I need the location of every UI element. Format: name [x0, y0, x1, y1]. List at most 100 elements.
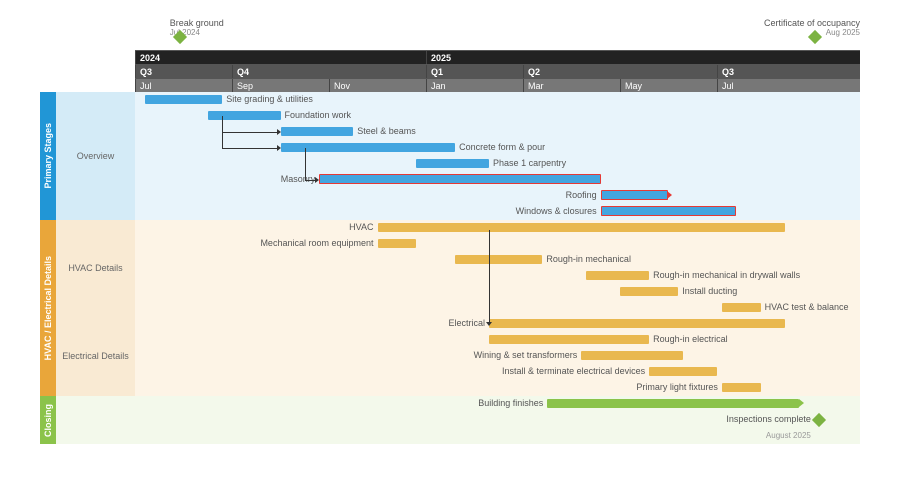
gantt-bar [601, 190, 669, 200]
milestone-label: Break ground [170, 18, 224, 28]
connector-arrow-icon [277, 129, 281, 135]
timeline-cell: 2024 [135, 51, 426, 64]
connector-arrow-icon [315, 177, 319, 183]
task-row: Masonry [135, 172, 860, 188]
milestones-row: Break groundJul 2024 Certificate of occup… [170, 18, 860, 50]
lane-group-closing: Closing Building finishes Inspections comp… [40, 396, 860, 444]
lane-group-hvac: HVAC / Electrical DetailsHVAC DetailsHVA… [40, 220, 860, 396]
sublane-label [56, 396, 135, 444]
milestone: Certificate of occupancyAug 2025 [715, 18, 860, 37]
task-row: Rough-in electrical [135, 332, 860, 348]
lane-body: Building finishes Inspections completeAug… [56, 396, 860, 444]
timeline-cell: Jul [717, 79, 814, 92]
gantt-bar [208, 111, 281, 120]
task-label: Concrete form & pour [459, 140, 545, 155]
task-label: Roofing [566, 188, 597, 203]
milestone-label: Certificate of occupancy [715, 18, 860, 28]
task-label: Electrical [449, 316, 486, 331]
task-row: Phase 1 carpentry [135, 156, 860, 172]
sublane: Building finishes Inspections completeAug… [56, 396, 860, 444]
timeline-header: 20242025 Q3Q4Q1Q2Q3 JulSepNovJanMarMayJu… [135, 50, 860, 92]
lane-body: OverviewSite grading & utilitiesFoundati… [56, 92, 860, 220]
timeline-cell: Q4 [232, 65, 426, 78]
sublane: Electrical Details Electrical Rough-in ele… [56, 316, 860, 396]
quarter-row: Q3Q4Q1Q2Q3 [135, 64, 860, 78]
gantt-bar [547, 399, 799, 408]
track-area: Site grading & utilitiesFoundation work S… [135, 92, 860, 220]
gantt-bar [601, 206, 737, 216]
lane-tab: HVAC / Electrical Details [40, 220, 56, 396]
task-label: Install & terminate electrical devices [502, 364, 645, 379]
month-row: JulSepNovJanMarMayJul [135, 78, 860, 92]
task-label: Masonry [281, 172, 316, 187]
lane-tab-label: Closing [43, 404, 53, 437]
task-label: Rough-in mechanical in drywall walls [653, 268, 800, 283]
timeline-cell: 2025 [426, 51, 814, 64]
timeline-cell: Q1 [426, 65, 523, 78]
task-row: Concrete form & pour [135, 140, 860, 156]
task-row: August 2025 [135, 428, 860, 444]
task-label: Rough-in electrical [653, 332, 728, 347]
connector-arrow-icon [486, 322, 492, 326]
task-row: Primary light fixtures [135, 380, 860, 396]
task-label: Building finishes [478, 396, 543, 411]
gantt-bar [378, 223, 785, 232]
task-label: HVAC [349, 220, 373, 235]
task-label: HVAC test & balance [765, 300, 849, 315]
gantt-bar [649, 367, 717, 376]
task-row: Rough-in mechanical in drywall walls [135, 268, 860, 284]
task-label: Foundation work [285, 108, 352, 123]
task-label: Steel & beams [357, 124, 416, 139]
task-row: Site grading & utilities [135, 92, 860, 108]
timeline-cell: Q2 [523, 65, 717, 78]
task-label: Site grading & utilities [226, 92, 313, 107]
sublane: OverviewSite grading & utilitiesFoundati… [56, 92, 860, 220]
gantt-chart: Break groundJul 2024Certificate of occup… [40, 50, 860, 444]
timeline-cell: Sep [232, 79, 329, 92]
task-row: Electrical [135, 316, 860, 332]
gantt-bar [489, 335, 649, 344]
track-area: HVACMechanical room equipment Rough-in me… [135, 220, 860, 316]
timeline-cell: Q3 [135, 65, 232, 78]
lane-tab: Closing [40, 396, 56, 444]
task-row: Rough-in mechanical [135, 252, 860, 268]
task-row: Roofing [135, 188, 860, 204]
track-area: Electrical Rough-in electricalWining & se… [135, 316, 860, 396]
milestone: Break groundJul 2024 [170, 18, 224, 37]
timeline-cell: Jan [426, 79, 523, 92]
gantt-bar [145, 95, 223, 104]
gantt-bar [581, 351, 683, 360]
timeline-cell: Q3 [717, 65, 814, 78]
task-label: Inspections complete [726, 412, 811, 427]
timeline-cell: May [620, 79, 717, 92]
task-sublabel: August 2025 [766, 428, 811, 443]
task-row: Install & terminate electrical devices [135, 364, 860, 380]
task-row: Wining & set transformers [135, 348, 860, 364]
task-row: Building finishes [135, 396, 860, 412]
gantt-bar [455, 255, 542, 264]
track-area: Building finishes Inspections completeAug… [135, 396, 860, 444]
sublane-label: Overview [56, 92, 135, 220]
gantt-bar [281, 143, 456, 152]
gantt-bar [319, 174, 600, 184]
task-label: Windows & closures [516, 204, 597, 219]
task-label: Install ducting [682, 284, 737, 299]
task-row: Windows & closures [135, 204, 860, 220]
task-label: Rough-in mechanical [546, 252, 631, 267]
task-row: Foundation work [135, 108, 860, 124]
task-row: Install ducting [135, 284, 860, 300]
gantt-bar [489, 319, 785, 328]
gantt-bar [620, 287, 678, 296]
task-row: Inspections complete [135, 412, 860, 428]
lane-tab: Primary Stages [40, 92, 56, 220]
task-row: HVAC test & balance [135, 300, 860, 316]
year-row: 20242025 [135, 50, 860, 64]
sublane-label: Electrical Details [56, 316, 135, 396]
task-label: Mechanical room equipment [260, 236, 373, 251]
task-row: Mechanical room equipment [135, 236, 860, 252]
gantt-bar [281, 127, 354, 136]
timeline-cell: Jul [135, 79, 232, 92]
task-row: Steel & beams [135, 124, 860, 140]
gantt-bar [378, 239, 417, 248]
milestone-sublabel: Aug 2025 [715, 28, 860, 37]
